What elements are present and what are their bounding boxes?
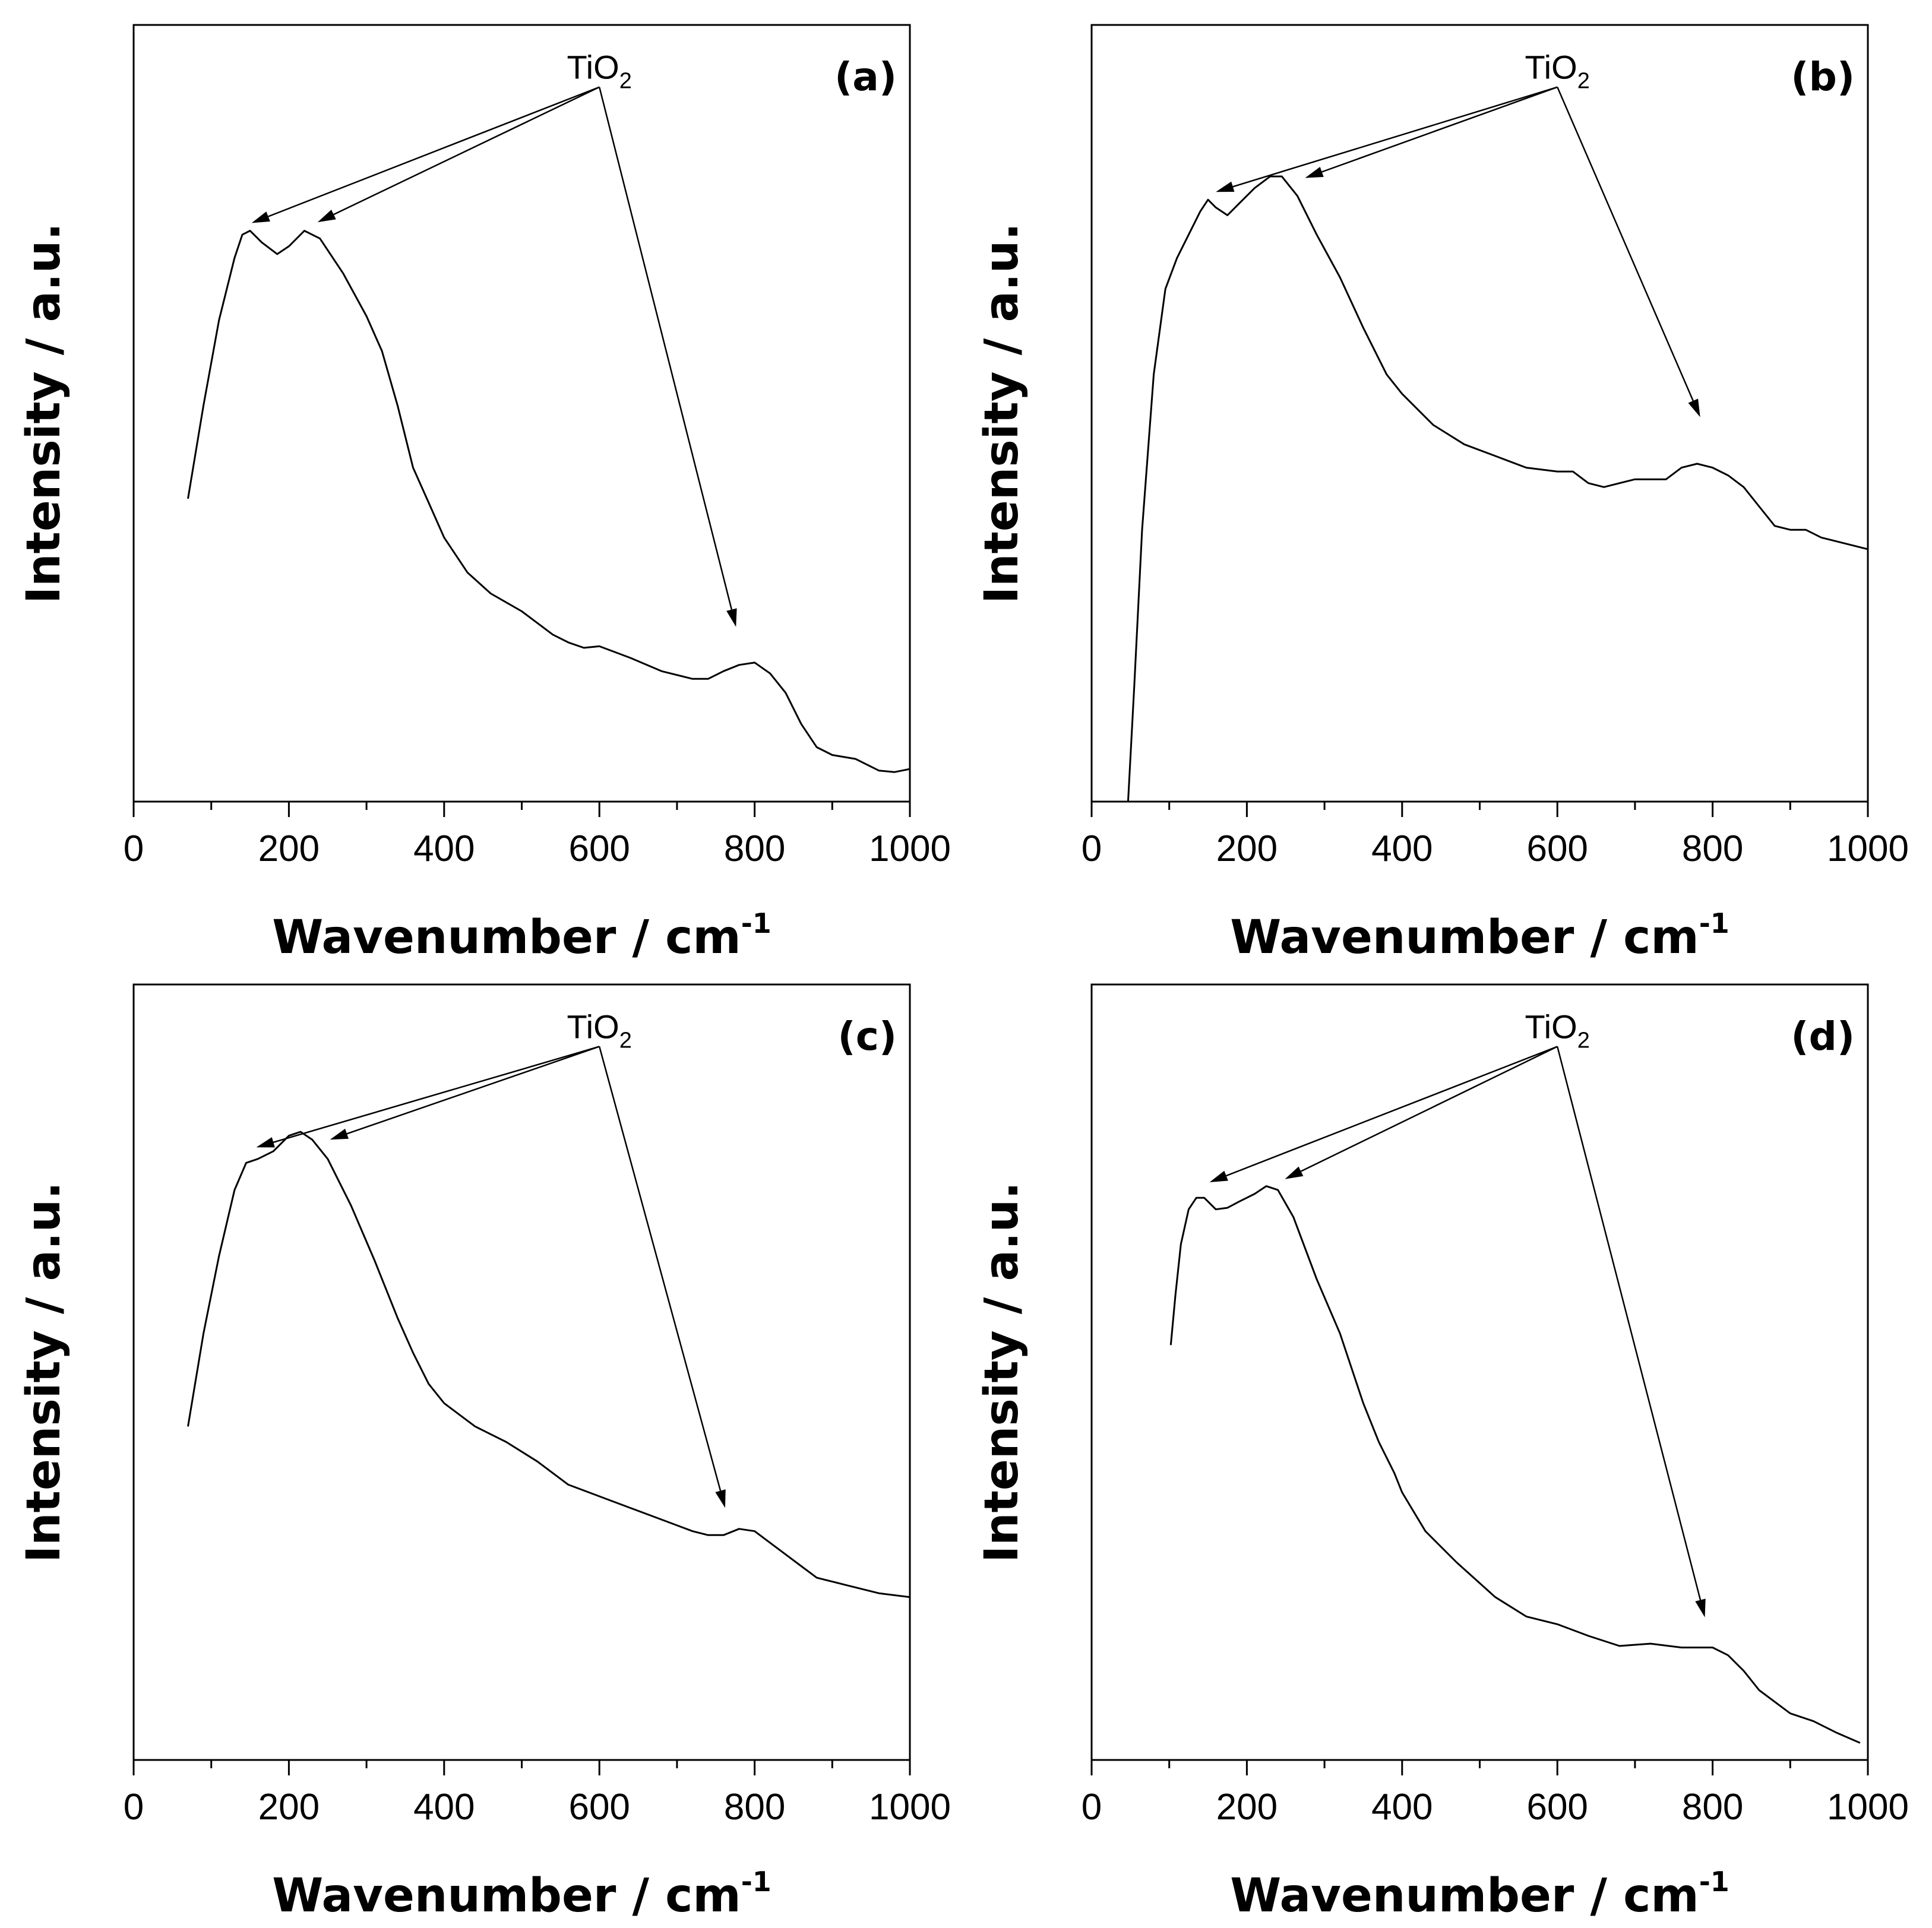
plot-frame xyxy=(1090,24,1869,803)
arrowhead xyxy=(1209,1170,1228,1183)
arrowhead xyxy=(330,1128,349,1140)
x-tick-label: 400 xyxy=(1371,828,1433,869)
spectrum-line xyxy=(1127,175,1868,802)
spectrum-line xyxy=(187,1131,910,1598)
annotation-arrow xyxy=(346,1046,600,1135)
arrowhead xyxy=(1216,181,1235,192)
x-tick-label: 200 xyxy=(1216,828,1278,869)
panel-c: 0 200 400 600 800 1000 Wavenumber / cm-1 Intens… xyxy=(17,983,951,1923)
x-tick-label: 400 xyxy=(1371,1787,1433,1828)
x-tick-label: 1000 xyxy=(869,1787,951,1828)
tio2-annotation: TiO2 xyxy=(567,49,632,94)
x-tick-label: 600 xyxy=(568,828,630,869)
y-axis-title: Intensity / a.u. xyxy=(17,223,71,604)
x-tick-label: 1000 xyxy=(1827,1787,1909,1828)
x-tick-label: 0 xyxy=(124,828,144,869)
plot-frame xyxy=(132,24,911,803)
x-axis-title: Wavenumber / cm-1 xyxy=(1230,1866,1729,1923)
arrowhead xyxy=(256,1137,275,1148)
spectrum-line xyxy=(187,230,910,773)
x-tick-label: 600 xyxy=(1526,1787,1588,1828)
annotation-arrow xyxy=(1226,1046,1558,1177)
arrowhead xyxy=(251,211,270,223)
annotation-arrow xyxy=(1300,1046,1558,1172)
panel-label: (c) xyxy=(838,1014,897,1059)
x-tick-label: 400 xyxy=(413,1787,475,1828)
annotation-arrow xyxy=(1232,86,1558,188)
x-tick-label: 800 xyxy=(1682,1787,1743,1828)
x-tick-label: 600 xyxy=(1526,828,1588,869)
tio2-annotation: TiO2 xyxy=(1525,49,1590,94)
panel-a: 0 200 400 600 800 1000 Wavenumber / cm-1 Intens… xyxy=(17,24,951,964)
x-tick-label: 600 xyxy=(568,1787,630,1828)
panel-label: (b) xyxy=(1791,54,1855,100)
annotation-arrow xyxy=(333,86,600,216)
x-tick-label: 1000 xyxy=(1827,828,1909,869)
panel-d: 0 200 400 600 800 1000 Wavenumber / cm-1 Intens… xyxy=(975,983,1909,1923)
annotation-arrow xyxy=(598,87,733,610)
arrowhead xyxy=(1305,167,1324,178)
x-tick-label: 800 xyxy=(724,828,785,869)
arrowhead xyxy=(1695,1598,1706,1617)
annotation-arrow xyxy=(268,86,600,217)
tio2-annotation: TiO2 xyxy=(1525,1008,1590,1053)
panel-b: 0 200 400 600 800 1000 Wavenumber / cm-1 Intens… xyxy=(975,24,1909,964)
x-tick-label: 200 xyxy=(258,828,320,869)
arrowhead xyxy=(1285,1166,1304,1179)
arrowhead xyxy=(317,210,336,223)
x-axis-title: Wavenumber / cm-1 xyxy=(272,1866,771,1923)
tio2-annotation: TiO2 xyxy=(567,1008,632,1053)
plot-frame xyxy=(1090,983,1869,1761)
x-tick-label: 0 xyxy=(1082,828,1102,869)
annotation-arrow xyxy=(1321,86,1558,173)
arrowhead xyxy=(715,1489,726,1508)
x-tick-label: 800 xyxy=(724,1787,785,1828)
annotation-arrow xyxy=(1556,1046,1702,1600)
spectrum-line xyxy=(1169,1185,1861,1744)
y-axis-title: Intensity / a.u. xyxy=(975,223,1029,604)
y-axis-title: Intensity / a.u. xyxy=(17,1182,71,1563)
x-axis-title: Wavenumber / cm-1 xyxy=(1230,907,1729,964)
x-tick-label: 1000 xyxy=(869,828,951,869)
x-tick-label: 0 xyxy=(1082,1787,1102,1828)
x-tick-label: 400 xyxy=(413,828,475,869)
x-tick-label: 200 xyxy=(1216,1787,1278,1828)
y-axis-title: Intensity / a.u. xyxy=(975,1182,1029,1563)
annotation-arrow xyxy=(1557,87,1694,401)
annotation-arrow xyxy=(273,1046,600,1144)
panel-label: (d) xyxy=(1791,1014,1855,1059)
x-tick-label: 200 xyxy=(258,1787,320,1828)
panel-label: (a) xyxy=(834,54,897,100)
arrowhead xyxy=(726,608,737,627)
arrowhead xyxy=(1688,398,1700,417)
annotation-arrow xyxy=(598,1046,722,1491)
x-axis-title: Wavenumber / cm-1 xyxy=(272,907,771,964)
x-tick-label: 0 xyxy=(124,1787,144,1828)
plot-frame xyxy=(132,983,911,1761)
x-tick-label: 800 xyxy=(1682,828,1743,869)
